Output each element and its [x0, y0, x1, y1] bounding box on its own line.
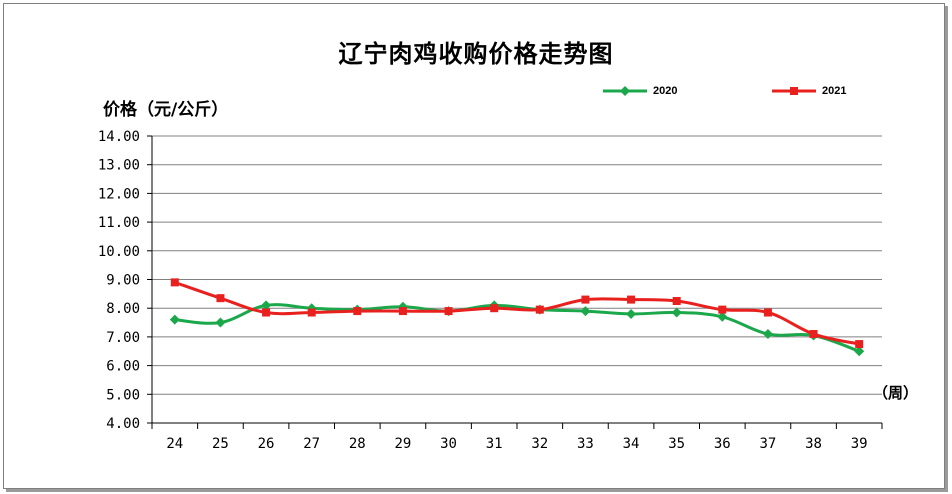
- y-tick-label-4: 8.00: [106, 301, 140, 317]
- point-2021-27: [307, 308, 316, 317]
- point-2021-24: [170, 278, 179, 287]
- y-tick-label-6: 10.00: [98, 244, 140, 260]
- y-tick-label-8: 12.00: [98, 186, 140, 202]
- point-2020-34: [626, 308, 637, 319]
- legend-swatch-2021: [772, 87, 816, 95]
- chart-title: 辽宁肉鸡收购价格走势图: [338, 40, 614, 68]
- point-2020-25: [215, 317, 226, 328]
- x-tick-label-31: 31: [486, 436, 503, 452]
- y-tick-label-0: 4.00: [106, 416, 140, 432]
- series-line-2021: [174, 280, 860, 346]
- x-tick-label-28: 28: [349, 436, 366, 452]
- point-2020-36: [717, 311, 728, 322]
- point-2021-33: [581, 295, 590, 304]
- point-2020-35: [671, 307, 682, 318]
- point-2021-32: [535, 305, 544, 314]
- x-tick-label-24: 24: [166, 436, 183, 452]
- point-2021-35: [672, 297, 681, 306]
- x-tick-label-35: 35: [668, 436, 685, 452]
- point-2021-37: [763, 308, 772, 317]
- x-tick-label-38: 38: [805, 436, 822, 452]
- point-2020-37: [762, 329, 773, 340]
- x-tick-label-32: 32: [531, 436, 548, 452]
- point-2020-39: [854, 346, 865, 357]
- point-2021-30: [444, 307, 453, 316]
- y-tick-label-9: 13.00: [98, 158, 140, 174]
- x-tick-label-39: 39: [851, 436, 868, 452]
- point-2021-25: [216, 294, 225, 303]
- x-tick-label-26: 26: [258, 436, 275, 452]
- legend-label-2021: 2021: [822, 85, 847, 97]
- legend-label-2020: 2020: [653, 85, 678, 97]
- point-2020-24: [169, 314, 180, 325]
- point-2021-38: [809, 330, 818, 339]
- point-2020-26: [261, 300, 272, 311]
- point-2021-36: [718, 305, 727, 314]
- x-tick-label-37: 37: [760, 436, 777, 452]
- y-tick-label-3: 7.00: [106, 330, 140, 346]
- legend-swatch-2020: [603, 86, 647, 96]
- point-2020-33: [580, 306, 591, 317]
- x-tick-label-25: 25: [212, 436, 229, 452]
- point-2021-28: [353, 307, 362, 316]
- point-2021-34: [627, 295, 636, 304]
- y-tick-label-10: 14.00: [98, 129, 140, 145]
- series-line-2020: [174, 303, 860, 353]
- y-axis-label: 价格（元/公斤）: [103, 100, 229, 120]
- legend-item-2020: 2020: [603, 82, 677, 100]
- point-2021-26: [262, 308, 271, 317]
- point-2021-31: [490, 304, 499, 313]
- y-tick-label-5: 9.00: [106, 273, 140, 289]
- x-tick-label-34: 34: [623, 436, 640, 452]
- chart-frame: [3, 3, 945, 489]
- x-tick-label-30: 30: [440, 436, 457, 452]
- x-tick-label-27: 27: [303, 436, 320, 452]
- x-axis-label: （周）: [873, 384, 919, 402]
- legend-item-2021: 2021: [772, 82, 846, 100]
- y-tick-label-1: 5.00: [106, 387, 140, 403]
- point-2021-29: [398, 307, 407, 316]
- x-tick-label-29: 29: [395, 436, 412, 452]
- x-tick-label-33: 33: [577, 436, 594, 452]
- y-tick-label-7: 11.00: [98, 215, 140, 231]
- x-tick-label-36: 36: [714, 436, 731, 452]
- point-2021-39: [855, 340, 864, 349]
- y-tick-label-2: 6.00: [106, 359, 140, 375]
